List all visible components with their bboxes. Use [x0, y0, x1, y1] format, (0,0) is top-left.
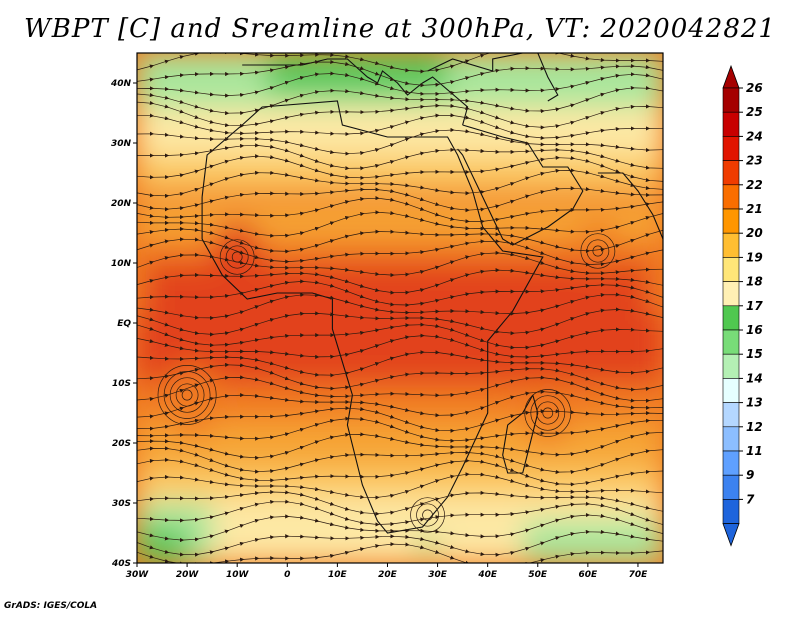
lon-tick-label: 30W	[126, 570, 150, 580]
eddy-streamline	[163, 371, 211, 419]
colorbar-legend: 26 25 24 23 22 21 20 19 18 17 16 15 14 13 12 11 9 7	[722, 64, 763, 547]
eddy-streamline	[586, 239, 610, 263]
lat-tick-label: 40N	[110, 79, 132, 89]
colorbar-swatch	[722, 329, 740, 355]
colorbar-swatch	[722, 208, 740, 234]
longitude-axis: 30W 20W 10W 0 10E 20E 30E 40E 50E 60E 70E	[126, 563, 648, 580]
colorbar-label: 12	[746, 420, 763, 434]
wbpt-shaded-field	[137, 53, 663, 563]
colorbar-label: 14	[746, 371, 763, 385]
colorbar-label: 26	[746, 81, 763, 95]
lon-tick-label: 30E	[428, 570, 448, 580]
lat-tick-label: EQ	[117, 319, 131, 329]
colorbar-label: 17	[746, 299, 763, 313]
lat-tick-label: 40S	[111, 559, 131, 569]
lat-tick-label: 20N	[111, 199, 132, 209]
eddy-streamline	[422, 509, 433, 521]
colorbar-swatch	[722, 184, 740, 210]
colorbar-label: 13	[746, 396, 763, 410]
eddy-streamline	[231, 251, 243, 263]
grads-credit: GrADS: IGES/COLA	[4, 601, 98, 611]
colorbar-swatch	[722, 111, 740, 137]
colorbar-label: 25	[746, 105, 763, 119]
field-band	[447, 53, 663, 83]
lat-tick-label: 30S	[112, 499, 131, 509]
colorbar-label: 20	[746, 226, 763, 240]
colorbar-swatch	[722, 160, 740, 186]
map-frame	[136, 52, 664, 564]
colorbar-label: 22	[746, 178, 763, 192]
eddy-streamline	[169, 377, 205, 413]
lat-tick-label: 10S	[112, 379, 131, 389]
lon-tick-label: 0	[284, 570, 290, 580]
colorbar-top-arrow	[722, 64, 740, 89]
eddy-streamline	[530, 395, 566, 431]
streamline	[137, 542, 663, 563]
colorbar-swatch	[722, 450, 740, 476]
colorbar-label: 7	[746, 492, 755, 506]
lat-tick-label: 30N	[111, 139, 132, 149]
lon-tick-label: 70E	[629, 570, 649, 580]
eddy-streamline	[542, 407, 554, 419]
colorbar-label: 23	[746, 154, 763, 168]
field-band	[267, 53, 448, 95]
latitude-axis: 40N 30N 20N 10N EQ 10S 20S 30S 40S	[110, 79, 137, 569]
colorbar-label: 19	[746, 250, 763, 264]
colorbar-swatch	[722, 305, 740, 331]
lon-tick-label: 20E	[378, 570, 398, 580]
colorbar-bottom-arrow	[722, 523, 740, 547]
eddy-streamline	[181, 389, 193, 401]
colorbar-swatch	[722, 426, 740, 452]
eddy-streamline	[524, 389, 572, 437]
lon-tick-label: 10W	[226, 570, 250, 580]
colorbar-label: 16	[746, 323, 763, 337]
colorbar-label: 9	[746, 468, 754, 482]
eddy-streamline	[416, 503, 439, 527]
eddy-streamline	[219, 239, 255, 275]
eddy-streamline	[580, 233, 616, 269]
colorbar-swatch	[722, 378, 740, 403]
field-band	[137, 419, 663, 467]
colorbar-label: 18	[746, 275, 763, 289]
colorbar-swatch	[722, 402, 740, 428]
colorbar-label: 24	[746, 129, 763, 143]
lat-tick-label: 10N	[111, 259, 132, 269]
eddy-streamline	[175, 383, 199, 407]
colorbar-swatch	[722, 353, 740, 379]
streamlines	[137, 53, 663, 563]
colorbar-swatch	[722, 499, 740, 524]
map-title: WBPT [C] and Sreamline at 300hPa, VT: 20…	[24, 14, 776, 44]
colorbar-swatch	[722, 232, 740, 258]
lon-tick-label: 40E	[477, 570, 498, 580]
field-band	[137, 311, 663, 383]
colorbar-label: 21	[746, 202, 763, 216]
colorbar-swatch	[722, 281, 740, 307]
lat-tick-label: 20S	[112, 439, 131, 449]
lon-tick-label: 10E	[328, 570, 348, 580]
lon-tick-label: 60E	[579, 570, 599, 580]
streamline	[137, 168, 663, 199]
colorbar-swatch	[722, 87, 740, 113]
colorbar-swatch	[722, 257, 740, 282]
eddy-streamline	[592, 245, 604, 257]
eddy-streamline	[536, 401, 560, 425]
colorbar-label: 11	[746, 444, 763, 458]
lon-tick-label: 50E	[528, 570, 548, 580]
colorbar-swatch	[722, 474, 740, 500]
eddy-streamline	[157, 365, 217, 425]
map-plot-area	[137, 53, 663, 563]
colorbar-label: 15	[746, 347, 763, 361]
colorbar-swatch	[722, 136, 740, 161]
lon-tick-label: 20W	[176, 570, 200, 580]
eddy-streamline	[225, 245, 249, 269]
eddy-streamline	[410, 497, 445, 533]
